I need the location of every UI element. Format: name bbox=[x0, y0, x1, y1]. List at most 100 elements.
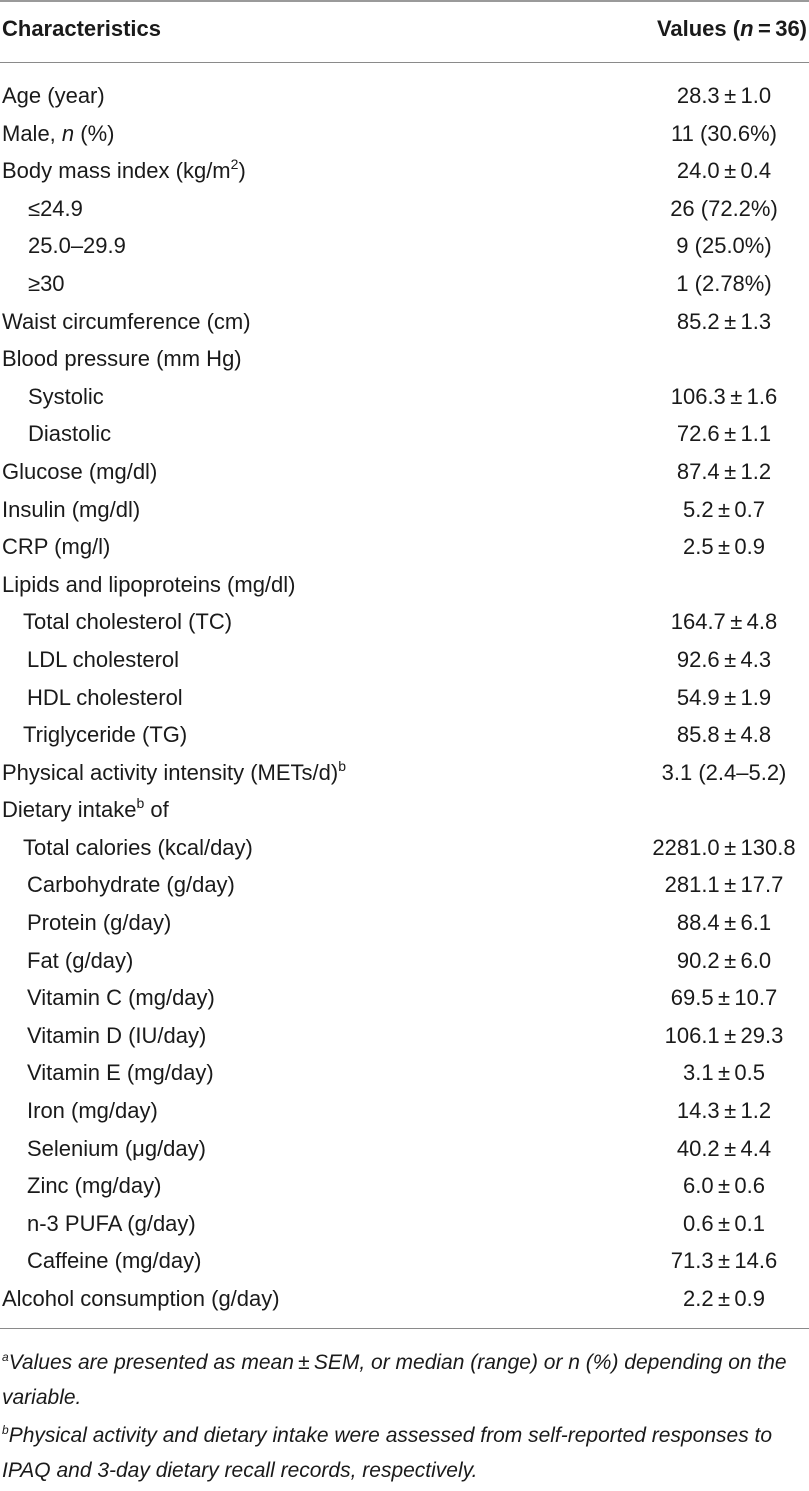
row-label: Vitamin C (mg/day) bbox=[27, 985, 215, 1011]
table-body: Age (year) 28.3 ± 1.0 Male, n (%) 11 (30.6%… bbox=[0, 78, 809, 1319]
row-value: 71.3 ± 14.6 bbox=[670, 1248, 778, 1274]
table-row: Diastolic 72.6 ± 1.1 bbox=[0, 416, 809, 454]
column-header-values: Values (n = 36) bbox=[656, 16, 807, 41]
table-row: Lipids and lipoproteins (mg/dl) bbox=[0, 567, 809, 605]
table-row: Vitamin D (IU/day) 106.1 ± 29.3 bbox=[0, 1018, 809, 1056]
row-value: 106.3 ± 1.6 bbox=[670, 383, 778, 409]
table-row: CRP (mg/l) 2.5 ± 0.9 bbox=[0, 529, 809, 567]
row-label: Total calories (kcal/day) bbox=[23, 834, 253, 860]
row-value: 2.5 ± 0.9 bbox=[682, 534, 766, 560]
table-row: ≥30 1 (2.78%) bbox=[0, 266, 809, 304]
row-value: 54.9 ± 1.9 bbox=[676, 684, 772, 710]
table-row: Iron (mg/day) 14.3 ± 1.2 bbox=[0, 1093, 809, 1131]
table-row: Glucose (mg/dl) 87.4 ± 1.2 bbox=[0, 454, 809, 492]
row-label: Triglyceride (TG) bbox=[23, 722, 188, 748]
table-row: Caffeine (mg/day) 71.3 ± 14.6 bbox=[0, 1243, 809, 1281]
row-label: Male, n (%) bbox=[2, 120, 115, 146]
row-value: 2.2 ± 0.9 bbox=[682, 1286, 766, 1311]
table-header-row: Characteristics Values (n = 36) bbox=[0, 0, 809, 62]
row-value: 164.7 ± 4.8 bbox=[670, 609, 778, 635]
table-row: Male, n (%) 11 (30.6%) bbox=[0, 116, 809, 154]
table-row: Waist circumference (cm) 85.2 ± 1.3 bbox=[0, 304, 809, 342]
table-row: Triglyceride (TG) 85.8 ± 4.8 bbox=[0, 717, 809, 755]
table-row: Insulin (mg/dl) 5.2 ± 0.7 bbox=[0, 492, 809, 530]
table-row: Vitamin E (mg/day) 3.1 ± 0.5 bbox=[0, 1055, 809, 1093]
row-value: 14.3 ± 1.2 bbox=[676, 1098, 772, 1124]
row-value: 28.3 ± 1.0 bbox=[676, 83, 772, 108]
table-bottom-rule bbox=[0, 1328, 809, 1329]
row-label: Caffeine (mg/day) bbox=[27, 1248, 202, 1274]
row-label: Vitamin D (IU/day) bbox=[27, 1022, 207, 1048]
row-value: 85.8 ± 4.8 bbox=[676, 722, 772, 748]
row-value: 5.2 ± 0.7 bbox=[682, 496, 766, 522]
row-label: Total cholesterol (TC) bbox=[23, 609, 233, 635]
row-label: Dietary intakeb of bbox=[2, 795, 169, 823]
table-footnotes: aValues are presented as mean ± SEM, or … bbox=[2, 1345, 807, 1491]
row-label: Body mass index (kg/m2) bbox=[2, 156, 246, 184]
table-row: Blood pressure (mm Hg) bbox=[0, 341, 809, 379]
table-row: Age (year) 28.3 ± 1.0 bbox=[0, 78, 809, 116]
row-label: Glucose (mg/dl) bbox=[2, 458, 158, 484]
table-row: Alcohol consumption (g/day) 2.2 ± 0.9 bbox=[0, 1281, 809, 1319]
row-value: 26 (72.2%) bbox=[670, 195, 778, 221]
row-value: 40.2 ± 4.4 bbox=[676, 1135, 772, 1161]
table-row: Body mass index (kg/m2) 24.0 ± 0.4 bbox=[0, 153, 809, 191]
row-value: 85.2 ± 1.3 bbox=[676, 308, 772, 334]
column-header-characteristics: Characteristics bbox=[2, 16, 161, 41]
table-row: n-3 PUFA (g/day) 0.6 ± 0.1 bbox=[0, 1206, 809, 1244]
table-row: 25.0–29.9 9 (25.0%) bbox=[0, 228, 809, 266]
row-label: Carbohydrate (g/day) bbox=[27, 872, 235, 898]
row-label: Selenium (μg/day) bbox=[27, 1135, 206, 1161]
table-row: Carbohydrate (g/day) 281.1 ± 17.7 bbox=[0, 867, 809, 905]
row-label: Blood pressure (mm Hg) bbox=[2, 346, 242, 372]
row-value: 88.4 ± 6.1 bbox=[676, 910, 772, 936]
row-label: CRP (mg/l) bbox=[2, 534, 111, 560]
row-label: Systolic bbox=[28, 383, 104, 409]
row-value: 69.5 ± 10.7 bbox=[670, 985, 778, 1011]
row-value: 1 (2.78%) bbox=[676, 270, 772, 296]
row-label: HDL cholesterol bbox=[27, 684, 183, 710]
table-row: Physical activity intensity (METs/d)b 3.1… bbox=[0, 755, 809, 793]
row-label: Alcohol consumption (g/day) bbox=[2, 1286, 280, 1311]
table-row: Vitamin C (mg/day) 69.5 ± 10.7 bbox=[0, 980, 809, 1018]
row-value: 281.1 ± 17.7 bbox=[664, 872, 784, 898]
row-value: 72.6 ± 1.1 bbox=[676, 421, 772, 447]
table-row: Systolic 106.3 ± 1.6 bbox=[0, 379, 809, 417]
row-label: Zinc (mg/day) bbox=[27, 1173, 162, 1199]
row-label: n-3 PUFA (g/day) bbox=[27, 1210, 196, 1236]
table-row: ≤24.9 26 (72.2%) bbox=[0, 191, 809, 229]
row-label: ≥30 bbox=[28, 270, 65, 296]
table-row: HDL cholesterol 54.9 ± 1.9 bbox=[0, 680, 809, 718]
row-label: LDL cholesterol bbox=[27, 646, 180, 672]
row-value: 9 (25.0%) bbox=[676, 233, 772, 259]
row-label: Protein (g/day) bbox=[27, 910, 172, 936]
header-bottom-rule bbox=[0, 62, 809, 63]
table-row: LDL cholesterol 92.6 ± 4.3 bbox=[0, 642, 809, 680]
row-value: 106.1 ± 29.3 bbox=[664, 1022, 784, 1048]
row-label: Insulin (mg/dl) bbox=[2, 496, 141, 522]
table-row: Total cholesterol (TC) 164.7 ± 4.8 bbox=[0, 604, 809, 642]
table-row: Total calories (kcal/day) 2281.0 ± 130.8 bbox=[0, 830, 809, 868]
row-label: Diastolic bbox=[28, 421, 112, 447]
row-value: 87.4 ± 1.2 bbox=[676, 458, 772, 484]
row-label: Iron (mg/day) bbox=[27, 1098, 158, 1124]
row-label: Lipids and lipoproteins (mg/dl) bbox=[2, 571, 296, 597]
row-value: 6.0 ± 0.6 bbox=[682, 1173, 766, 1199]
row-value: 11 (30.6%) bbox=[671, 120, 777, 146]
row-label: ≤24.9 bbox=[28, 195, 83, 221]
row-value: 3.1 (2.4–5.2) bbox=[661, 759, 787, 785]
row-value: 24.0 ± 0.4 bbox=[676, 158, 772, 184]
table-row: Zinc (mg/day) 6.0 ± 0.6 bbox=[0, 1168, 809, 1206]
row-value: 92.6 ± 4.3 bbox=[676, 646, 772, 672]
row-label: 25.0–29.9 bbox=[28, 233, 126, 259]
table-row: Dietary intakeb of bbox=[0, 792, 809, 830]
row-value: 90.2 ± 6.0 bbox=[676, 947, 772, 973]
row-label: Vitamin E (mg/day) bbox=[27, 1060, 214, 1086]
row-value: 0.6 ± 0.1 bbox=[682, 1210, 766, 1236]
row-label: Waist circumference (cm) bbox=[2, 308, 251, 334]
table-row: Fat (g/day) 90.2 ± 6.0 bbox=[0, 943, 809, 981]
footnote-b: bPhysical activity and dietary intake we… bbox=[2, 1423, 773, 1482]
table-top-rule bbox=[0, 0, 809, 2]
footnote-a: aValues are presented as mean ± SEM, or … bbox=[2, 1350, 787, 1409]
